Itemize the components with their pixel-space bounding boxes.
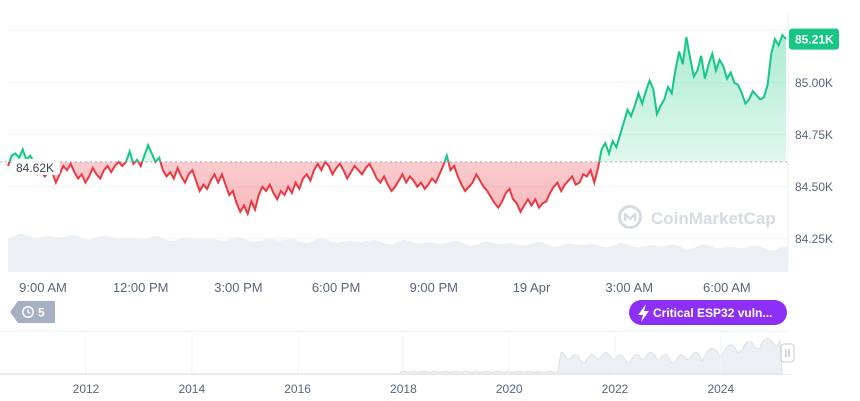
x-tick-label: 9:00 PM (410, 280, 458, 295)
watermark-text: CoinMarketCap (651, 209, 776, 228)
current-price-pill: 85.21K (789, 28, 839, 50)
navigator-year-label: 2022 (602, 382, 629, 396)
y-tick-label: 84.25K (795, 232, 833, 246)
x-tick-label: 12:00 PM (113, 280, 169, 295)
area-above-reference (8, 35, 786, 162)
y-tick-label: 85.00K (795, 76, 833, 90)
history-badge[interactable]: 5 (10, 301, 55, 323)
history-count: 5 (38, 306, 45, 320)
coinmarketcap-logo-icon (618, 205, 642, 229)
navigator-year-label: 2020 (496, 382, 523, 396)
navigator-year-label: 2012 (73, 382, 100, 396)
watermark: CoinMarketCap (618, 205, 776, 229)
x-axis: 9:00 AM 12:00 PM 3:00 PM 6:00 PM 9:00 PM 19 A… (19, 280, 751, 295)
navigator-year-label: 2016 (284, 382, 311, 396)
reference-label: 84.62K (12, 159, 60, 175)
x-tick-label: 6:00 AM (703, 280, 751, 295)
navigator-year-label: 2014 (178, 382, 205, 396)
lightning-icon (638, 304, 649, 322)
x-tick-label: 19 Apr (513, 280, 551, 295)
navigator-handle[interactable] (780, 343, 795, 363)
x-tick-label: 6:00 PM (312, 280, 360, 295)
news-event-text: Critical ESP32 vuln... (653, 306, 772, 320)
gridlines (8, 10, 789, 270)
y-tick-label: 84.75K (795, 128, 833, 142)
area-below-reference (8, 161, 600, 214)
history-icon (22, 306, 34, 318)
navigator-year-label: 2018 (390, 382, 417, 396)
current-price: 85.21K (795, 33, 834, 47)
x-tick-label: 3:00 PM (214, 280, 262, 295)
price-line-up (8, 33, 787, 162)
y-tick-label: 84.50K (795, 180, 833, 194)
range-navigator[interactable]: 2012 2014 2016 2018 2020 2022 2024 (0, 331, 795, 397)
navigator-year-axis: 2012 2014 2016 2018 2020 2022 2024 (73, 333, 734, 396)
y-axis: 85.00K 84.75K 84.50K 84.25K (795, 76, 833, 246)
volume-area (8, 233, 788, 272)
price-line-down (7, 161, 601, 217)
reference-value: 84.62K (16, 161, 54, 175)
news-event-badge[interactable]: Critical ESP32 vuln... (629, 300, 787, 325)
navigator-year-label: 2024 (707, 382, 734, 396)
x-tick-label: 3:00 AM (605, 280, 653, 295)
navigator-area (0, 337, 783, 375)
x-tick-label: 9:00 AM (19, 280, 67, 295)
